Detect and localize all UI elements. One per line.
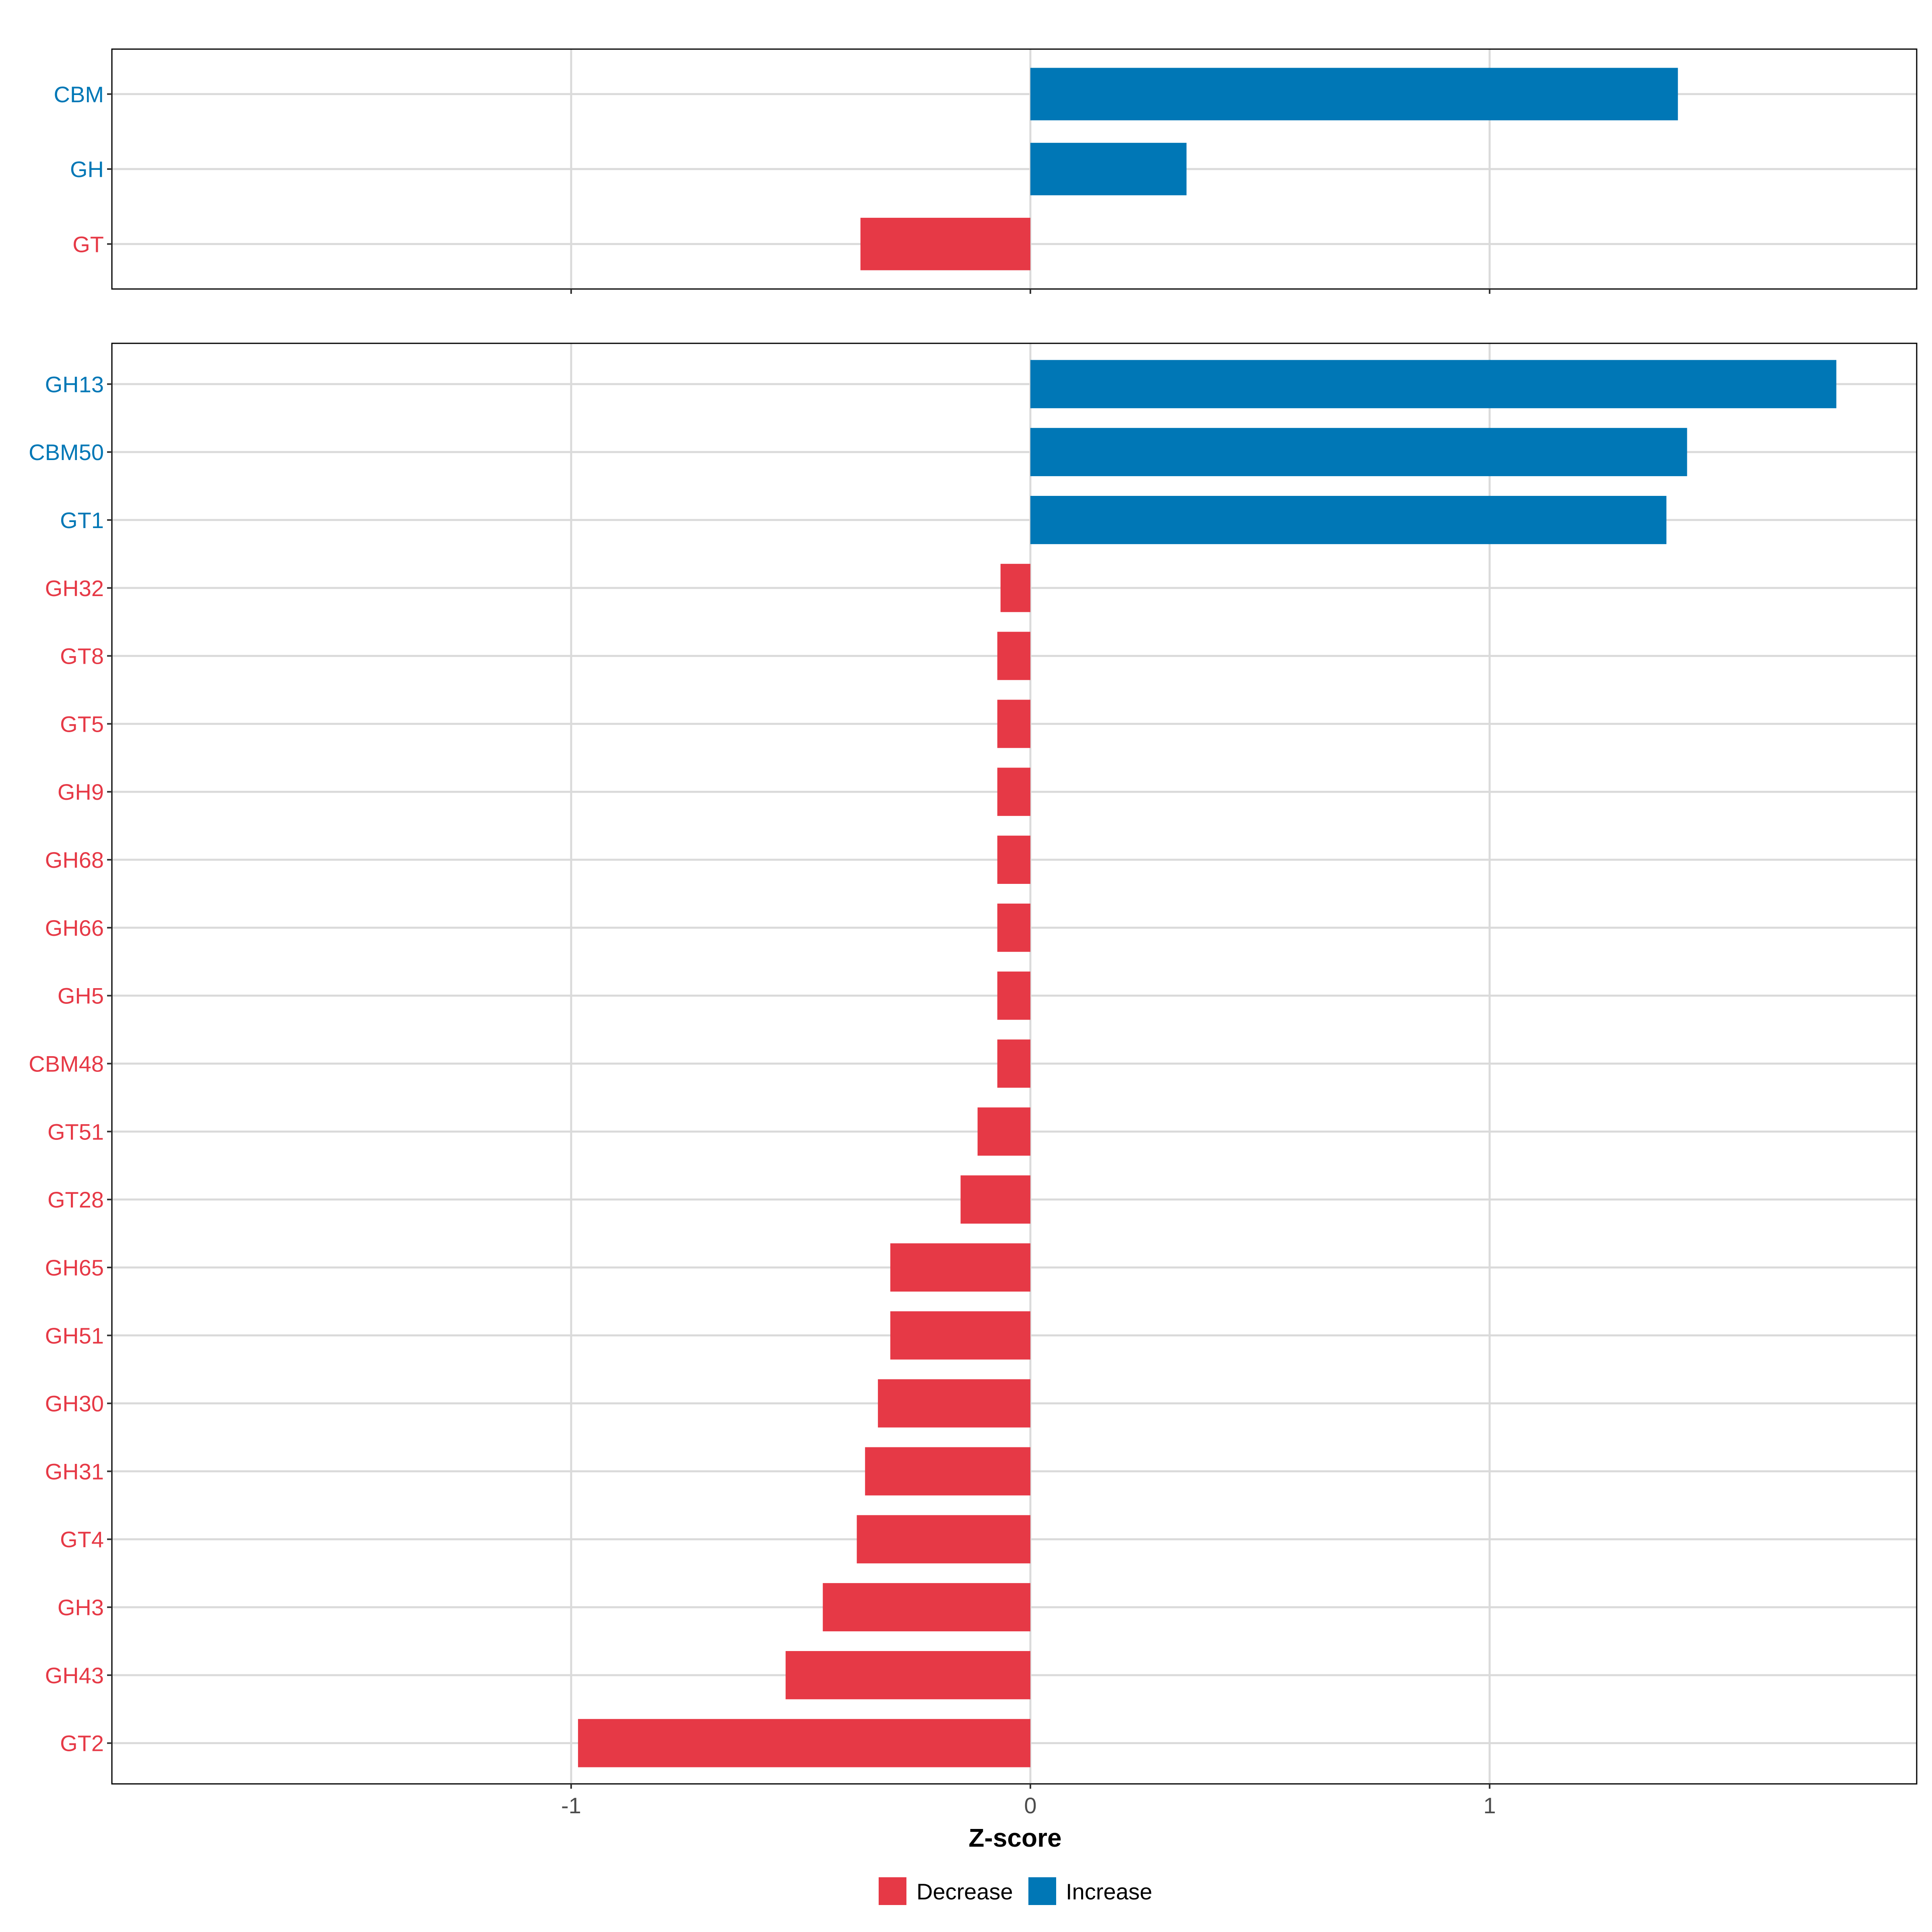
- y-tick-label-gh68: GH68: [45, 847, 104, 873]
- x-tick-label--1: -1: [561, 1793, 581, 1818]
- bar-gh32: [1000, 564, 1030, 612]
- y-tick-label-cbm48: CBM48: [29, 1051, 104, 1077]
- y-tick-label-gh65: GH65: [45, 1255, 104, 1280]
- legend-swatch-decrease: [879, 1877, 906, 1905]
- bar-gt1: [1030, 496, 1667, 544]
- bar-cbm48: [997, 1039, 1030, 1088]
- x-tick-label-0: 0: [1024, 1793, 1036, 1818]
- bar-gh13: [1030, 360, 1837, 409]
- bar-cbm50: [1030, 428, 1687, 477]
- bar-gh: [1030, 142, 1187, 196]
- bar-gh9: [997, 768, 1030, 816]
- bar-gt2: [578, 1719, 1030, 1767]
- bar-gh51: [890, 1311, 1030, 1360]
- y-tick-label-gh30: GH30: [45, 1391, 104, 1416]
- x-axis: -1 0 1: [561, 1793, 1496, 1818]
- y-tick-label-gh32: GH32: [45, 576, 104, 601]
- legend-label-increase: Increase: [1066, 1879, 1152, 1904]
- x-axis-title: Z-score: [968, 1823, 1061, 1852]
- y-tick-label-gt1: GT1: [60, 508, 104, 533]
- bar-gh65: [890, 1243, 1030, 1292]
- bar-gh30: [878, 1379, 1030, 1428]
- legend-swatch-increase: [1028, 1877, 1056, 1905]
- y-tick-label-gh51: GH51: [45, 1323, 104, 1348]
- y-tick-label-gt4: GT4: [60, 1527, 104, 1552]
- bar-gt: [860, 218, 1030, 270]
- y-tick-label-cbm50: CBM50: [29, 440, 104, 465]
- y-tick-label-gh: GH: [70, 157, 104, 182]
- bar-gh43: [785, 1651, 1030, 1699]
- bar-gh68: [997, 836, 1030, 884]
- y-tick-label-gh3: GH3: [58, 1595, 104, 1620]
- x-tick-label-1: 1: [1483, 1793, 1496, 1818]
- y-tick-label-gh5: GH5: [58, 983, 104, 1009]
- legend: Decrease Increase: [879, 1877, 1152, 1905]
- bar-gh5: [997, 971, 1030, 1020]
- y-tick-label-gt: GT: [72, 231, 104, 257]
- y-tick-label-gh43: GH43: [45, 1663, 104, 1688]
- bar-gh66: [997, 903, 1030, 952]
- bar-gt5: [997, 700, 1030, 748]
- panel-top: CBM GH GT: [54, 48, 1918, 294]
- y-tick-label-gt5: GT5: [60, 711, 104, 737]
- bar-gh3: [823, 1583, 1030, 1631]
- bar-gt4: [857, 1515, 1030, 1564]
- y-tick-label-gt51: GT51: [47, 1119, 104, 1144]
- y-tick-label-gh31: GH31: [45, 1459, 104, 1484]
- bar-gt28: [960, 1175, 1030, 1224]
- y-tick-label-gt8: GT8: [60, 644, 104, 669]
- bar-cbm: [1030, 68, 1678, 120]
- panel-bottom: GH13 CBM50 GT1 GH32 GT8 GT5 GH9 GH68 GH66 GH5 CBM4…: [29, 343, 1918, 1789]
- y-tick-label-gh13: GH13: [45, 372, 104, 397]
- y-tick-label-gt2: GT2: [60, 1731, 104, 1756]
- y-tick-label-gt28: GT28: [47, 1187, 104, 1212]
- legend-label-decrease: Decrease: [916, 1879, 1013, 1904]
- bar-gh31: [865, 1447, 1030, 1496]
- bar-gt51: [977, 1107, 1030, 1156]
- bar-gt8: [997, 632, 1030, 680]
- y-tick-label-cbm: CBM: [54, 82, 104, 107]
- y-tick-label-gh9: GH9: [58, 779, 104, 805]
- y-tick-label-gh66: GH66: [45, 915, 104, 941]
